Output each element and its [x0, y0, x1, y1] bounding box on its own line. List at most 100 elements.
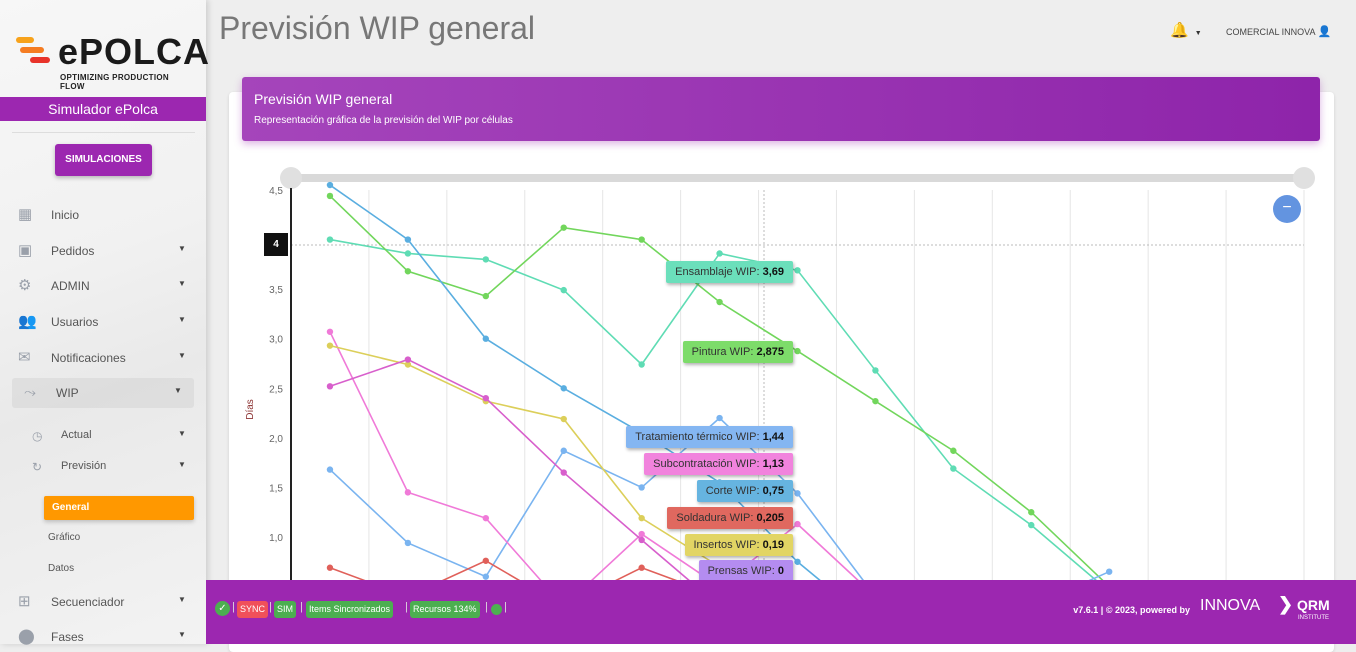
footer: ✓ | SYNC | SIM | Items Sincronizados | R… [206, 580, 1356, 644]
data-point [794, 347, 801, 355]
data-point [404, 268, 412, 275]
data-point [950, 447, 957, 454]
caret-down-icon: ▼ [178, 595, 186, 604]
user-menu[interactable]: COMERCIAL INNOVA 👤 [1226, 26, 1332, 38]
tooltip-soldadura: Soldadura WIP: 0,205 [667, 507, 793, 529]
range-slider-handle[interactable] [1293, 167, 1315, 189]
data-point [1105, 568, 1113, 575]
sync-badge: SYNC [237, 601, 269, 618]
data-point [404, 356, 412, 363]
gears-icon: ⚙ [18, 277, 32, 294]
sequencer-icon: ⊞ [18, 593, 31, 610]
y-tick-label: 1,5 [269, 483, 283, 494]
crosshair-y-label: 4 [264, 233, 288, 256]
sidebar: ePOLCA OPTIMIZING PRODUCTION FLOW Simula… [0, 0, 209, 645]
data-point [638, 514, 645, 522]
data-point [326, 328, 334, 335]
epolca-logo: ePOLCA OPTIMIZING PRODUCTION FLOW [16, 31, 209, 91]
tooltip-tratamiento-térmico: Tratamiento térmico WIP: 1,44 [626, 426, 793, 448]
innova-logo: INNOVA [1200, 597, 1261, 614]
data-point [560, 469, 567, 476]
data-point [794, 267, 801, 274]
sidebar-item-notificaciones[interactable]: ✉ Notificaciones ▼ [18, 349, 186, 366]
data-point [482, 514, 490, 522]
y-tick-label: 2,5 [269, 384, 283, 395]
data-point [1028, 509, 1035, 516]
card-subtitle: Representación gráfica de la previsión d… [254, 115, 513, 126]
data-point [560, 224, 567, 231]
sidebar-item-fases[interactable]: ⬤ Fases ▼ [18, 628, 186, 645]
tooltip-insertos: Insertos WIP: 0,19 [684, 534, 793, 556]
data-point [404, 361, 412, 368]
chart-card [229, 92, 1334, 652]
data-point [482, 335, 490, 342]
data-point [638, 530, 645, 538]
caret-down-icon: ▼ [178, 279, 186, 288]
data-point [638, 361, 645, 368]
version-text: v7.6.1 | © 2023, powered by [1073, 605, 1190, 615]
data-point [1028, 521, 1035, 529]
resources-badge: Recursos 134% [410, 601, 480, 618]
page-title: Previsión WIP general [219, 10, 535, 46]
caret-down-icon: ▼ [178, 429, 186, 438]
data-point [482, 256, 490, 263]
data-point [482, 557, 490, 564]
zoom-out-button[interactable]: − [1273, 195, 1301, 223]
y-tick-label: 3,5 [269, 285, 283, 296]
data-point [716, 250, 723, 257]
data-point [404, 539, 412, 547]
tooltip-subcontratación: Subcontratación WIP: 1,13 [644, 453, 793, 475]
sidebar-item-pedidos[interactable]: ▣ Pedidos ▼ [18, 242, 186, 259]
sidebar-item-secuenciador[interactable]: ⊞ Secuenciador ▼ [18, 593, 186, 610]
sidebar-item-general[interactable]: General [44, 496, 194, 520]
data-point [638, 236, 645, 243]
tooltip-corte: Corte WIP: 0,75 [696, 480, 793, 502]
qrm-logo: ❯ QRM INSTITUTE [1278, 594, 1330, 621]
data-point [638, 484, 645, 491]
sidebar-item-inicio[interactable]: ▦ Inicio [18, 206, 80, 223]
sidebar-item-admin[interactable]: ⚙ ADMIN ▼ [18, 277, 186, 294]
data-point [872, 367, 879, 374]
range-slider-handle[interactable] [280, 167, 302, 189]
data-point [326, 564, 334, 571]
sim-badge: SIM [274, 601, 297, 618]
caret-down-icon: ▼ [178, 315, 186, 324]
data-point [560, 286, 567, 294]
data-point [560, 447, 567, 454]
sidebar-item-prevision[interactable]: ↻ Previsión ▼ [32, 460, 186, 474]
sidebar-item-actual[interactable]: ◷ Actual ▼ [32, 429, 186, 443]
data-point [638, 536, 645, 544]
data-point [794, 490, 801, 497]
data-point [560, 415, 567, 423]
sidebar-item-wip[interactable]: ⤳ WIP ▼ [12, 378, 194, 408]
data-point [326, 342, 334, 349]
add-box-icon: ▣ [18, 242, 33, 259]
dashboard-icon: ▦ [18, 206, 33, 223]
data-point [716, 414, 723, 422]
data-point [326, 383, 334, 390]
clock-icon: ◷ [32, 429, 43, 443]
caret-down-icon: ▼ [174, 386, 182, 395]
caret-down-icon: ▼ [178, 351, 186, 360]
bell-icon[interactable]: 🔔 ▼ [1170, 22, 1202, 39]
sidebar-item-datos[interactable]: Datos [48, 563, 75, 574]
y-tick-label: 2,0 [269, 434, 283, 445]
tooltip-prensas: Prensas WIP: 0 [698, 560, 793, 582]
data-point [326, 466, 334, 473]
y-axis-label: Días [244, 399, 256, 420]
data-point [404, 489, 412, 496]
simulaciones-button[interactable]: SIMULACIONES [55, 144, 152, 176]
caret-down-icon: ▼ [178, 460, 186, 469]
data-point [482, 395, 490, 402]
data-point [794, 558, 801, 565]
user-icon: 👤 [1317, 26, 1332, 38]
data-point [326, 192, 334, 200]
card-title: Previsión WIP general [254, 91, 393, 107]
data-point [404, 236, 412, 243]
sidebar-item-grafico[interactable]: Gráfico [48, 532, 81, 543]
check-icon: ✓ [215, 601, 230, 616]
history-icon: ↻ [32, 460, 43, 474]
tooltip-ensamblaje: Ensamblaje WIP: 3,69 [666, 261, 793, 283]
sidebar-item-usuarios[interactable]: 👥 Usuarios ▼ [18, 313, 186, 330]
divider [12, 132, 195, 133]
